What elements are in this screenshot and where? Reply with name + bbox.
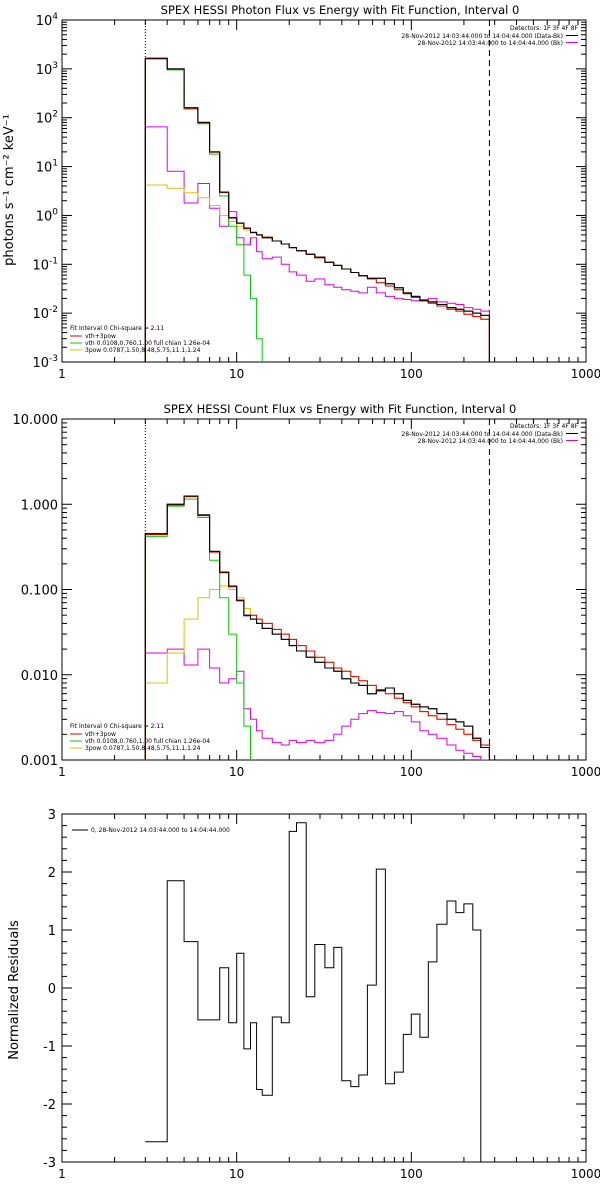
chart-1-ytick-label: 10-2: [32, 305, 58, 322]
chart-1-series-bk: [144, 126, 490, 362]
chart-3-ytick-label: -3: [43, 1156, 56, 1171]
chart-1-legend-vth-text: vth 0.0108,0.760,1.00 full chian 1.26e-0…: [85, 340, 210, 347]
chart-3-ytick-label: -2: [43, 1098, 56, 1113]
chart-2-legend-pow-text: 3pow 0.0787,1.50,8.48,5.75,11.1,1.24: [85, 745, 201, 752]
chart-1-ytick-label: 102: [36, 110, 58, 127]
chart-1-xtick-label: 100: [400, 367, 423, 381]
chart-1-ytick-label: 104: [36, 12, 59, 29]
chart-2-series-bk: [144, 648, 490, 760]
chart-2-ytick-label: 10.000: [13, 413, 59, 428]
chart-1-legend-fit-header: Fit Interval 0 Chi-square = 2.11: [70, 325, 164, 332]
chart-3-legend-text: 0, 28-Nov-2012 14:03:44.000 to 14:04:44.…: [91, 827, 230, 834]
chart-1-axes-frame: [61, 19, 587, 363]
chart-2-ytick-label: 1.000: [21, 498, 58, 513]
chart-1-series-sum: [144, 58, 490, 362]
chart-2-ytick-label: 0.100: [21, 584, 58, 599]
chart-1-ytick-label: 100: [36, 207, 59, 224]
chart-1-legend-sum-text: vth+3pow: [85, 333, 116, 340]
chart-1-legend-detectors: Detectors: 1F 3F 4F 8F: [510, 25, 579, 32]
chart-3-ytick-label: 1: [48, 924, 56, 939]
chart-1-legend-pow-text: 3pow 0.0787,1.50,8.48,5.75,11.1,1.24: [85, 347, 201, 354]
chart-2-series-sum: [144, 496, 490, 760]
chart-1-ytick-label: 103: [36, 61, 58, 78]
chart-2-axes-frame: [61, 418, 587, 761]
chart-1-xtick-label: 1: [58, 367, 66, 381]
chart-2-series-total-top: [144, 495, 490, 760]
chart-2-legend-data-text: 28-Nov-2012 14:03:44.000 to 14:04:44.000…: [401, 431, 563, 438]
chart-2-legend-fit-header: Fit Interval 0 Chi-square = 2.11: [70, 723, 164, 730]
chart-3-ytick-label: -1: [43, 1040, 56, 1055]
chart-2-legend-vth-text: vth 0.0108,0.760,1.00 full chian 1.26e-0…: [85, 738, 210, 745]
chart-1-series-total-top: [144, 57, 490, 362]
chart-2-legend-detectors: Detectors: 1F 3F 4F 8F: [510, 423, 579, 430]
chart-3-ytick-label: 0: [48, 982, 56, 997]
chart-1-xtick-label: 10: [229, 367, 244, 381]
chart-2-series-total: [144, 495, 490, 760]
chart-3-ylabel: Normalized Residuals: [7, 920, 22, 1060]
chart-3-xtick-label: 10: [229, 1167, 244, 1181]
chart-2-ytick-label: 0.010: [21, 669, 58, 684]
chart-1-legend-bk-text: 28-Nov-2012 14:03:44.000 to 14:04:44.000…: [418, 40, 563, 47]
chart-3-ytick-label: 3: [48, 808, 56, 823]
chart-1-ytick-label: 101: [36, 159, 58, 176]
chart-2-xtick-label: 100: [400, 765, 423, 779]
chart-1-ylabel: photons s⁻¹ cm⁻² keV⁻¹: [2, 114, 17, 266]
chart-2-series-vth: [144, 498, 251, 760]
chart-2-ytick-label: 0.001: [21, 754, 58, 769]
chart-2-legend-sum-text: vth+3pow: [85, 731, 116, 738]
chart-2-xtick-label: 1: [58, 765, 66, 779]
chart-1-legend-data-text: 28-Nov-2012 14:03:44.000 to 14:04:44.000…: [401, 33, 563, 40]
chart-3-series-total: [145, 822, 482, 1162]
chart-1-xtick-label: 1000: [571, 367, 600, 381]
chart-3-xtick-label: 100: [400, 1167, 423, 1181]
chart-1-series-total: [144, 57, 490, 362]
chart-1-title: SPEX HESSI Photon Flux vs Energy with Fi…: [161, 3, 520, 17]
chart-2-xtick-label: 1000: [571, 765, 600, 779]
chart-3-xtick-label: 1: [58, 1167, 66, 1181]
chart-2-legend-bk-text: 28-Nov-2012 14:03:44.000 to 14:04:44.000…: [418, 438, 563, 445]
chart-2-xtick-label: 10: [229, 765, 244, 779]
chart-2-title: SPEX HESSI Count Flux vs Energy with Fit…: [164, 402, 517, 416]
chart-1-series-vth: [144, 58, 263, 362]
chart-1-ytick-label: 10-3: [32, 354, 58, 371]
chart-1-ytick-label: 10-1: [32, 256, 58, 273]
chart-3-xtick-label: 1000: [571, 1167, 600, 1181]
chart-3-axes-frame: [61, 813, 587, 1163]
chart-3-ytick-label: 2: [48, 866, 56, 881]
